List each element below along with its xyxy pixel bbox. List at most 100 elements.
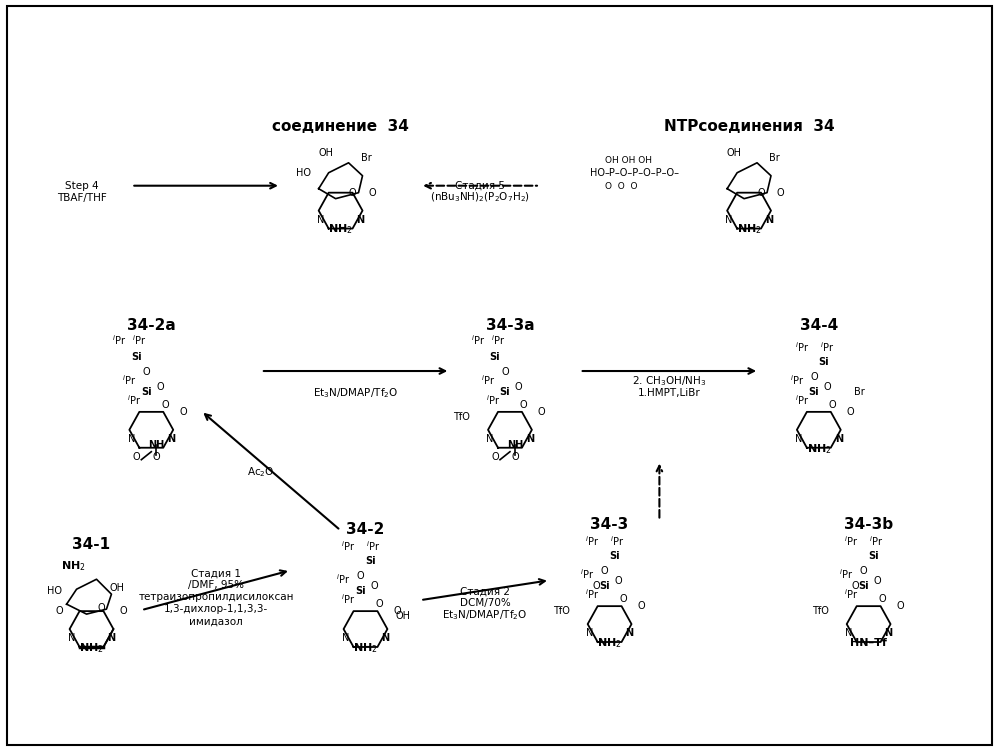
Text: O: O <box>519 400 527 410</box>
Text: O: O <box>878 594 886 604</box>
Text: OH: OH <box>726 148 741 158</box>
Text: $^i$Pr: $^i$Pr <box>585 535 599 548</box>
Text: Br: Br <box>854 387 864 397</box>
Text: $^i$Pr: $^i$Pr <box>794 393 809 407</box>
Text: HO: HO <box>589 167 604 178</box>
Text: DCM/70%: DCM/70% <box>460 598 510 608</box>
Text: 2. CH$_3$OH/NH$_3$: 2. CH$_3$OH/NH$_3$ <box>632 374 706 388</box>
Text: $^i$Pr: $^i$Pr <box>844 535 859 548</box>
Text: O: O <box>614 576 622 587</box>
Text: $^i$Pr: $^i$Pr <box>789 373 804 387</box>
Text: /DMF, 95%: /DMF, 95% <box>188 581 244 590</box>
Text: NH$_2$: NH$_2$ <box>737 222 761 237</box>
Text: –P–O–P–O–P–O–: –P–O–P–O–P–O– <box>604 167 679 178</box>
Text: 34-3a: 34-3a <box>486 318 534 333</box>
Text: $^i$Pr: $^i$Pr <box>342 539 356 553</box>
Text: N: N <box>525 434 533 444</box>
Text: O: O <box>619 594 627 604</box>
Text: O: O <box>777 188 784 198</box>
Text: 34-3b: 34-3b <box>844 517 893 532</box>
Text: N: N <box>586 628 593 638</box>
Text: $^i$Pr: $^i$Pr <box>337 572 351 587</box>
Text: O: O <box>873 576 881 587</box>
Text: $^i$Pr: $^i$Pr <box>819 340 834 354</box>
Text: O: O <box>98 603 105 613</box>
Text: N: N <box>795 434 802 444</box>
Text: NH: NH <box>506 440 523 450</box>
Text: Ac$_2$O: Ac$_2$O <box>247 466 275 479</box>
Text: $^i$Pr: $^i$Pr <box>367 539 381 553</box>
Text: O: O <box>369 188 376 198</box>
Text: O: O <box>896 601 904 611</box>
Text: O: O <box>349 188 357 198</box>
Text: HO: HO <box>47 587 62 596</box>
Text: $^i$Pr: $^i$Pr <box>839 568 854 581</box>
Text: тетраизопропилдисилоксан: тетраизопропилдисилоксан <box>138 593 294 602</box>
Text: N: N <box>725 215 733 225</box>
Text: N: N <box>167 434 175 444</box>
Text: O: O <box>156 382 164 392</box>
Text: 34-2: 34-2 <box>347 523 385 538</box>
Text: NH$_2$: NH$_2$ <box>806 442 831 456</box>
Text: N: N <box>128 434 135 444</box>
Text: $^i$Pr: $^i$Pr <box>610 535 624 548</box>
Text: Si: Si <box>490 352 500 362</box>
Text: Et$_3$N/DMAP/Tf$_2$O: Et$_3$N/DMAP/Tf$_2$O <box>443 608 527 622</box>
Text: N: N <box>382 633 390 643</box>
Text: 34-1: 34-1 <box>73 538 111 552</box>
Text: 1,3-дихлор-1,1,3,3-: 1,3-дихлор-1,1,3,3- <box>164 604 268 614</box>
Text: O: O <box>371 581 378 591</box>
Text: O: O <box>851 581 859 591</box>
Text: N: N <box>487 434 494 444</box>
Text: O: O <box>492 451 499 462</box>
Text: NH$_2$: NH$_2$ <box>597 636 622 650</box>
Text: N: N <box>357 215 365 225</box>
Text: OH: OH <box>110 584 125 593</box>
Text: O  O  O: O O O <box>604 182 637 191</box>
Text: Et$_3$N/DMAP/Tf$_2$O: Et$_3$N/DMAP/Tf$_2$O <box>313 386 399 400</box>
Text: O: O <box>860 566 867 576</box>
Text: OH: OH <box>396 611 411 621</box>
Text: O: O <box>376 599 383 609</box>
Text: O: O <box>153 451 160 462</box>
Text: $^i$Pr: $^i$Pr <box>471 333 486 347</box>
Text: соединение  34: соединение 34 <box>272 119 409 134</box>
Text: O: O <box>501 367 508 377</box>
Text: Br: Br <box>361 152 372 163</box>
Text: Si: Si <box>131 352 142 362</box>
Text: O: O <box>757 188 765 198</box>
Text: O: O <box>600 566 608 576</box>
Text: O: O <box>161 400 169 410</box>
Text: O: O <box>394 606 401 616</box>
Text: N: N <box>317 215 325 225</box>
Text: Стадия 5: Стадия 5 <box>456 181 505 191</box>
Text: Si: Si <box>818 357 829 367</box>
Text: Si: Si <box>858 581 869 591</box>
Text: N: N <box>884 628 893 638</box>
Text: NH: NH <box>148 440 165 450</box>
Text: Si: Si <box>868 551 879 561</box>
Text: Si: Si <box>808 387 819 397</box>
Text: 34-4: 34-4 <box>799 318 838 333</box>
Text: N: N <box>107 633 116 643</box>
Text: N: N <box>765 215 773 225</box>
FancyBboxPatch shape <box>7 6 992 745</box>
Text: TfO: TfO <box>812 606 829 616</box>
Text: 34-2a: 34-2a <box>127 318 176 333</box>
Text: N: N <box>835 434 843 444</box>
Text: O: O <box>511 451 518 462</box>
Text: $^i$Pr: $^i$Pr <box>844 587 859 601</box>
Text: Si: Si <box>609 551 620 561</box>
Text: Si: Si <box>500 387 510 397</box>
Text: Стадия 1: Стадия 1 <box>191 569 241 578</box>
Text: Si: Si <box>366 556 376 566</box>
Text: O: O <box>824 382 831 392</box>
Text: O: O <box>143 367 150 377</box>
Text: $^i$Pr: $^i$Pr <box>132 333 146 347</box>
Text: NH$_2$: NH$_2$ <box>61 559 86 573</box>
Text: 1.HMPT,LiBr: 1.HMPT,LiBr <box>638 388 700 398</box>
Text: OH OH OH: OH OH OH <box>604 155 651 164</box>
Text: O: O <box>179 407 187 417</box>
Text: O: O <box>120 606 127 616</box>
Text: Step 4: Step 4 <box>65 181 98 191</box>
